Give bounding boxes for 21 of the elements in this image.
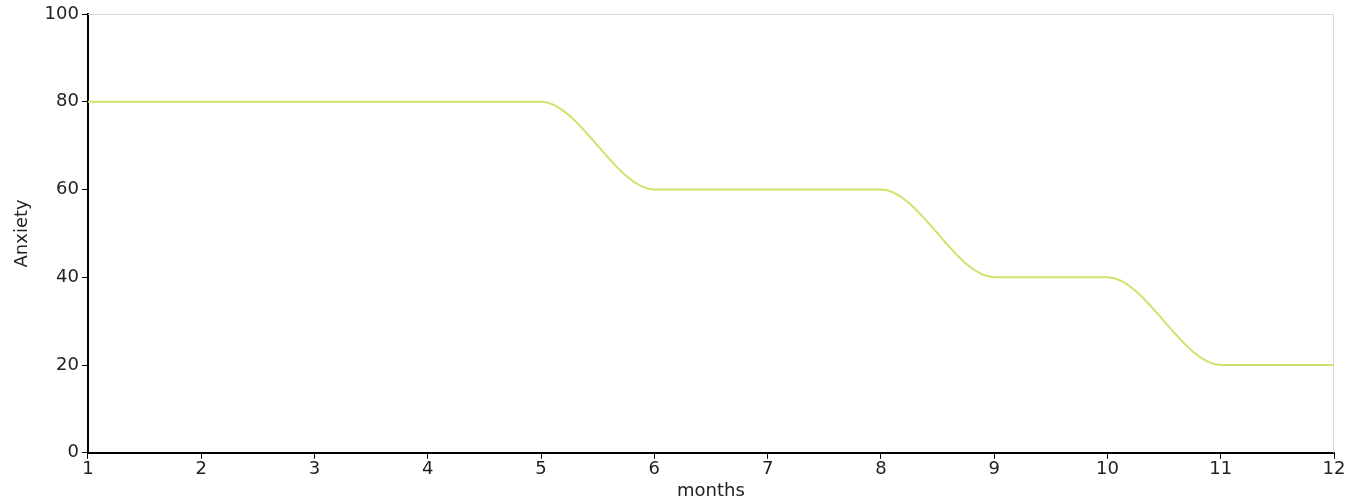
y-tick-label: 60 (56, 177, 79, 199)
line-series (87, 100, 1334, 367)
x-tick-label: 2 (195, 457, 207, 479)
y-tick-label: 20 (56, 352, 79, 374)
x-tick-label: 12 (1322, 457, 1346, 479)
x-tick-label: 8 (875, 457, 887, 479)
x-tick-label: 9 (988, 457, 1000, 479)
x-tick-label: 11 (1209, 457, 1233, 479)
x-tick-label: 1 (82, 457, 94, 479)
y-axis-title: Anxiety (10, 198, 32, 268)
x-tick-label: 5 (535, 457, 547, 479)
y-tick-label: 40 (56, 264, 79, 286)
x-axis-title: months (677, 478, 745, 500)
x-tick-label: 7 (761, 457, 774, 479)
y-tick-label: 0 (67, 440, 79, 462)
x-tick-label: 10 (1095, 457, 1119, 479)
y-tick-label: 80 (56, 89, 79, 111)
x-tick-label: 3 (308, 457, 321, 479)
y-tick-label: 100 (44, 1, 79, 23)
x-tick-label: 6 (648, 457, 661, 479)
x-tick-label: 4 (422, 457, 434, 479)
